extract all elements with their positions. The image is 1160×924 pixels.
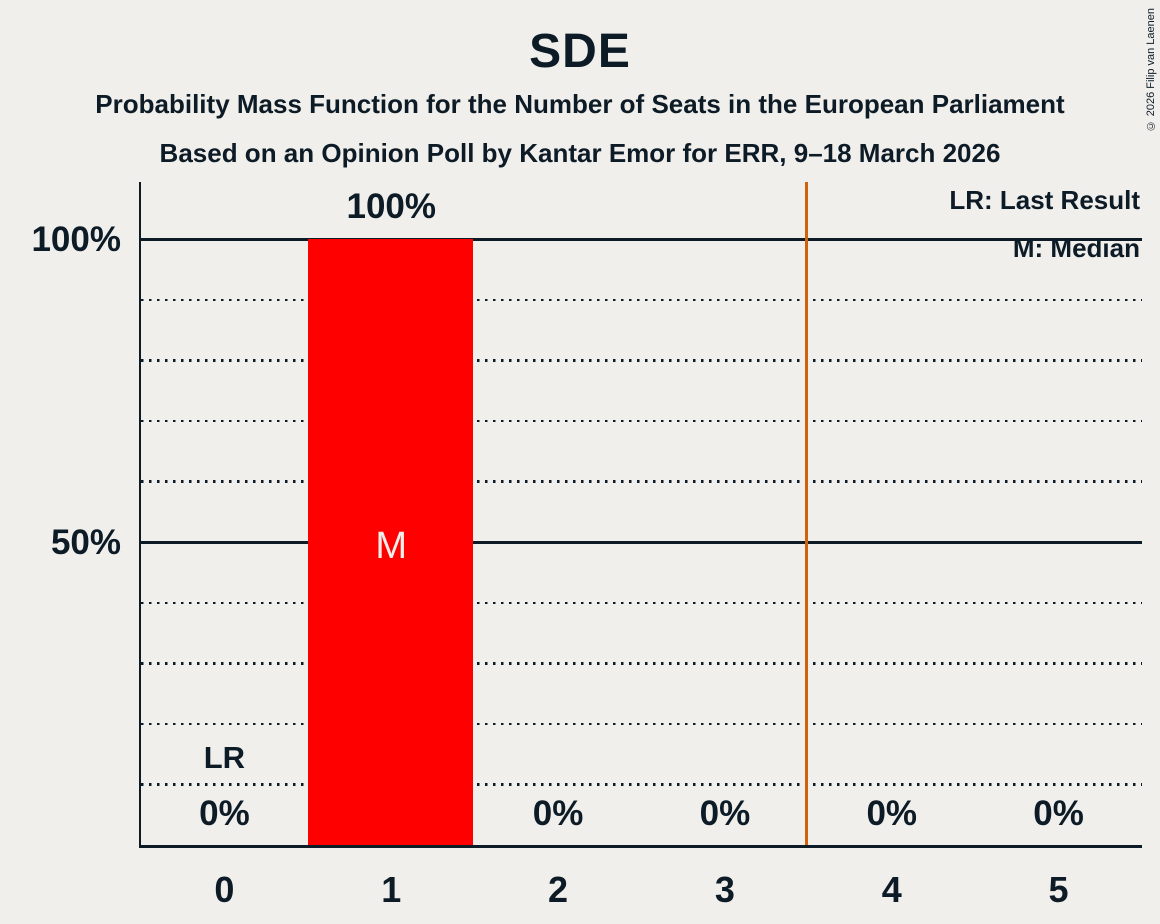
bar-value-label-4: 0%	[866, 794, 918, 833]
last-result-marker: LR	[203, 740, 246, 775]
y-tick-label-100: 100%	[31, 220, 121, 259]
gridline-dotted-60	[141, 480, 1142, 483]
page-title: SDE	[529, 25, 631, 78]
y-tick-label-50: 50%	[50, 523, 121, 562]
x-tick-label-1: 1	[381, 869, 402, 910]
bar-value-label-2: 0%	[532, 794, 584, 833]
gridline-dotted-40	[141, 601, 1142, 605]
gridline-dotted-10	[141, 783, 1142, 786]
gridline-dotted-90	[141, 298, 1142, 302]
bar-seats-1	[307, 239, 473, 845]
median-marker: M	[375, 525, 408, 567]
bar-value-label-5: 0%	[1033, 794, 1084, 833]
threshold-line	[804, 182, 809, 845]
gridline-dotted-20	[141, 722, 1142, 726]
gridline-dotted-70	[141, 419, 1142, 423]
x-tick-label-3: 3	[714, 869, 735, 910]
bar-value-label-3: 0%	[699, 794, 751, 833]
copyright-notice: © 2026 Filip van Laenen	[1145, 8, 1157, 132]
x-axis-labels: 0 1 2 3 4 5	[141, 866, 1142, 914]
bar-value-label-1: 100%	[346, 187, 437, 226]
legend-last-result: LR: Last Result	[949, 185, 1140, 215]
chart-source-line: Based on an Opinion Poll by Kantar Emor …	[159, 138, 1001, 168]
gridline-dotted-80	[141, 359, 1142, 362]
x-tick-label-0: 0	[214, 869, 235, 910]
gridline-solid-100	[141, 238, 1142, 241]
x-tick-label-4: 4	[881, 869, 902, 910]
gridline-solid-50	[141, 541, 1142, 544]
legend-median: M: Median	[1012, 233, 1140, 263]
chart-subtitle: Probability Mass Function for the Number…	[95, 89, 1065, 119]
gridline-dotted-30	[141, 662, 1142, 665]
x-tick-label-5: 5	[1048, 869, 1069, 910]
plot-area: LR: Last Result M: Median 0% 100% 0% 0% 0% 0%…	[139, 182, 1142, 848]
x-tick-label-2: 2	[548, 869, 569, 910]
y-axis-labels: 100% 50%	[0, 182, 121, 845]
bar-value-label-0: 0%	[199, 794, 250, 833]
